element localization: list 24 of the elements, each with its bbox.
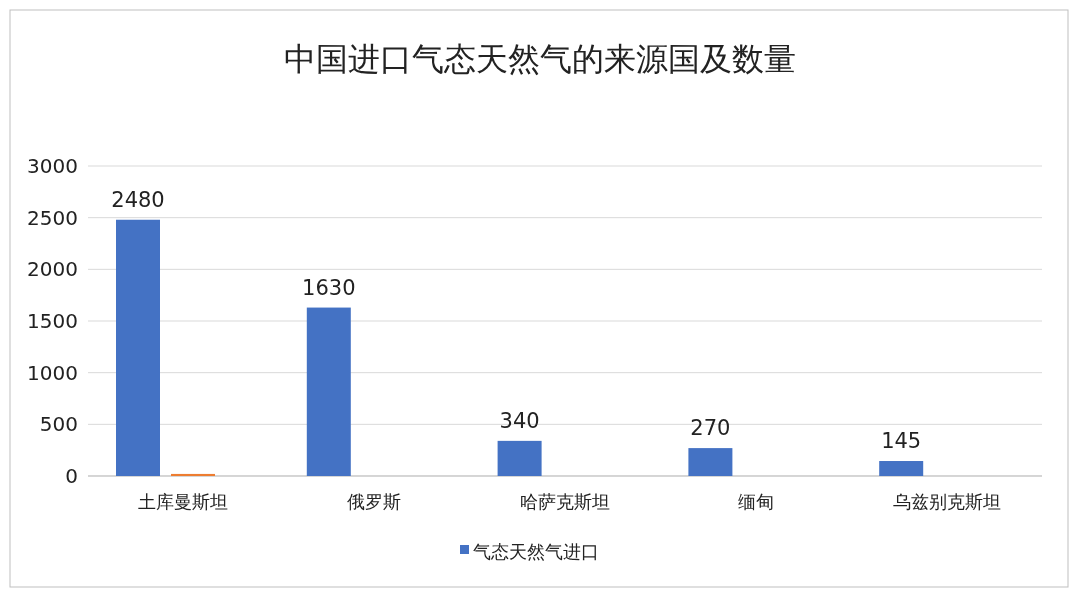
y-tick-label: 3000 <box>27 154 78 178</box>
bar <box>688 448 733 476</box>
data-label: 145 <box>881 429 922 454</box>
x-tick-label: 乌兹别克斯坦 <box>892 491 1001 512</box>
y-tick-label: 1000 <box>27 360 78 385</box>
data-label: 270 <box>690 416 731 441</box>
y-tick-label: 500 <box>39 412 78 437</box>
y-tick-label: 2500 <box>27 205 78 230</box>
data-label: 2480 <box>111 187 165 212</box>
y-tick-label: 0 <box>65 464 78 488</box>
bar <box>116 219 160 476</box>
bar <box>497 440 542 476</box>
y-tick-label: 1500 <box>27 309 78 333</box>
x-tick-label: 俄罗斯 <box>347 491 402 512</box>
bar <box>879 461 924 476</box>
chart-title: 中国进口气态天然气的来源国及数量 <box>284 40 796 78</box>
x-tick-label: 土库曼斯坦 <box>138 491 229 512</box>
x-tick-label: 缅甸 <box>737 491 774 512</box>
bar <box>306 307 351 476</box>
data-label: 340 <box>499 408 540 433</box>
x-tick-label: 哈萨克斯坦 <box>520 491 610 512</box>
legend-label: 气态天然气进口 <box>473 541 599 562</box>
data-label: 1630 <box>302 275 356 300</box>
y-tick-label: 2000 <box>27 257 78 282</box>
